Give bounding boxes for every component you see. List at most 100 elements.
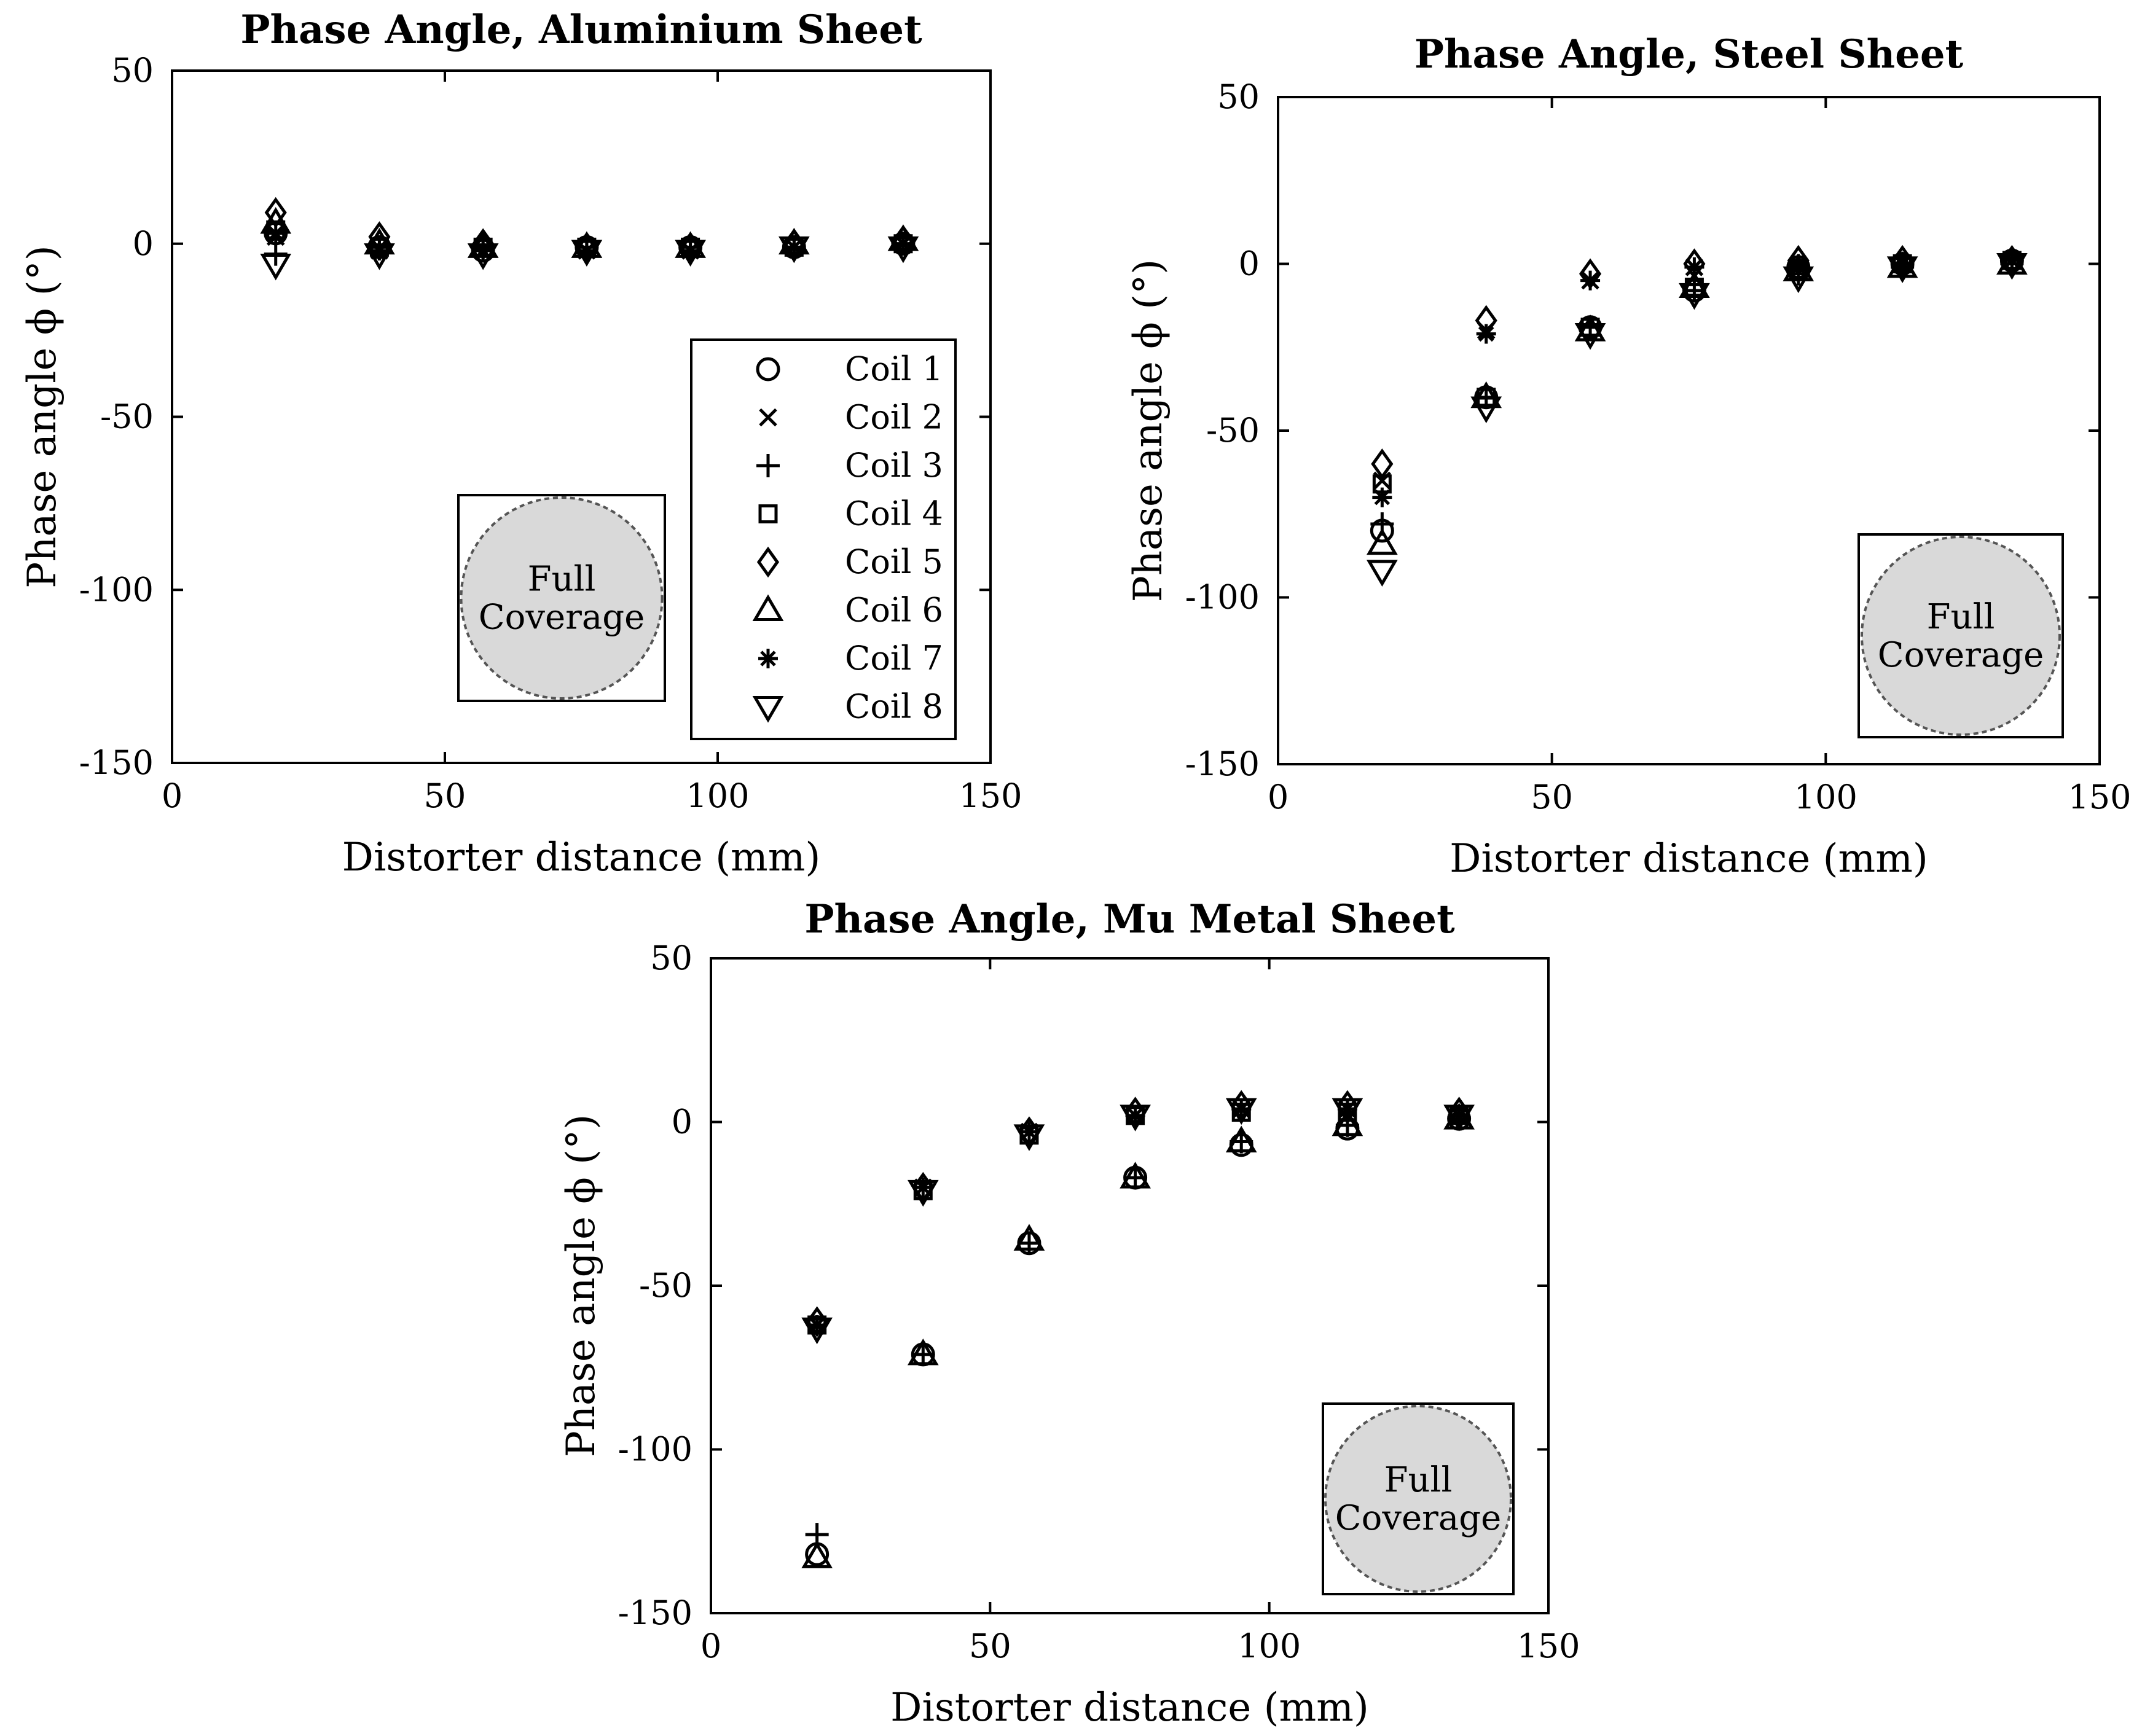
data-point — [784, 237, 804, 257]
series-coil-7 — [807, 1099, 1469, 1335]
data-point — [1470, 396, 1502, 423]
legend-marker — [758, 649, 778, 668]
data-point — [1019, 1122, 1039, 1142]
data-point — [265, 223, 286, 243]
data-point — [1013, 1124, 1045, 1151]
y-tick-label: -100 — [1185, 578, 1260, 617]
y-tick-label: 0 — [672, 1103, 692, 1141]
data-point — [576, 241, 597, 261]
data-point — [801, 1317, 833, 1345]
data-point — [907, 1179, 939, 1207]
inset-label-line1: Full — [1927, 597, 1995, 637]
data-point — [1574, 315, 1606, 342]
x-tick-label: 100 — [1794, 778, 1857, 816]
series-coil-7 — [1372, 251, 2022, 507]
legend-item: Coil 4 — [758, 495, 943, 533]
legend-marker — [756, 357, 780, 381]
inset-label-line2: Coverage — [1878, 635, 2044, 675]
data-point — [1231, 1099, 1252, 1119]
y-tick-label: -150 — [618, 1593, 692, 1632]
legend-marker — [756, 546, 780, 578]
y-tick-label: -100 — [79, 570, 154, 609]
legend-label: Coil 2 — [845, 398, 943, 437]
data-point — [1684, 257, 1704, 277]
legend-marker — [756, 454, 780, 477]
data-point — [1371, 448, 1394, 480]
legend-label: Coil 5 — [845, 542, 943, 581]
y-tick-label: -50 — [1206, 411, 1260, 450]
series-coil-8 — [1366, 253, 2028, 587]
data-point — [680, 241, 700, 261]
y-axis-label: Phase angle ϕ (°) — [20, 245, 65, 588]
legend-item: Coil 5 — [756, 542, 943, 581]
inset-label-line1: Full — [1384, 1460, 1453, 1500]
legend-label: Coil 3 — [845, 446, 943, 485]
x-tick-label: 150 — [959, 776, 1022, 815]
data-point — [675, 240, 706, 267]
x-tick-label: 100 — [1238, 1627, 1301, 1665]
legend-label: Coil 7 — [845, 639, 943, 678]
data-point — [1120, 1162, 1151, 1189]
data-point — [1893, 254, 1913, 274]
data-point — [1337, 1099, 1357, 1119]
x-tick-label: 50 — [424, 776, 466, 815]
y-axis-label: Phase angle ϕ (°) — [559, 1114, 604, 1457]
y-tick-label: -50 — [639, 1266, 692, 1305]
data-point — [1476, 324, 1496, 344]
y-tick-label: -150 — [79, 743, 154, 782]
y-tick-label: 0 — [1239, 244, 1260, 283]
x-tick-label: 150 — [2068, 778, 2131, 816]
data-point — [801, 1541, 833, 1568]
x-tick-label: 50 — [969, 1627, 1011, 1665]
x-tick-label: 100 — [686, 776, 749, 815]
data-point — [907, 1338, 939, 1366]
data-point — [369, 241, 390, 261]
x-axis-label: Distorter distance (mm) — [1449, 836, 1928, 882]
data-point — [1679, 283, 1710, 310]
coverage-circle — [1324, 1405, 1512, 1593]
series-coil-8 — [260, 236, 919, 281]
data-point — [1996, 253, 2028, 280]
legend-marker — [752, 696, 784, 723]
inset-box — [1322, 1402, 1515, 1595]
data-point — [1372, 487, 1392, 507]
x-axis-label: Distorter distance (mm) — [890, 1685, 1369, 1730]
inset-label-line1: Full — [528, 560, 596, 600]
legend-label: Coil 4 — [845, 495, 943, 533]
x-tick-label: 150 — [1516, 1627, 1580, 1665]
y-tick-label: 0 — [133, 224, 154, 263]
y-tick-label: -50 — [100, 397, 154, 436]
y-tick-label: -100 — [618, 1430, 692, 1469]
data-point — [1366, 560, 1398, 587]
y-tick-label: 50 — [650, 939, 692, 977]
y-tick-label: -150 — [1185, 745, 1260, 783]
data-point — [1449, 1105, 1469, 1125]
data-point — [807, 1315, 827, 1335]
legend-item: Coil 3 — [756, 446, 943, 485]
data-point — [1580, 270, 1601, 291]
data-point — [1120, 1105, 1151, 1132]
chart-steel: Phase Angle, Steel Sheet 0 50 100 150 50 0 -50 -… — [1126, 31, 2132, 882]
data-point — [364, 243, 395, 270]
chart-title: Phase Angle, Aluminium Sheet — [240, 7, 922, 53]
data-point — [778, 236, 810, 264]
data-point — [1788, 254, 1808, 274]
legend-marker — [758, 504, 778, 523]
data-point — [473, 241, 493, 261]
legend-label: Coil 6 — [845, 591, 943, 630]
x-tick-label: 0 — [162, 776, 182, 815]
series-coil-8 — [801, 1098, 1475, 1345]
legend-marker — [759, 408, 777, 427]
legend-label: Coil 8 — [845, 687, 943, 726]
data-point — [1332, 1098, 1363, 1125]
inset-label-line2: Coverage — [479, 598, 645, 638]
data-point — [1125, 1105, 1145, 1125]
x-tick-label: 0 — [1268, 778, 1289, 816]
data-point — [260, 254, 292, 281]
legend-item: Coil 6 — [752, 591, 943, 630]
chart-aluminium: Phase Angle, Aluminium Sheet 0 50 100 150 50 0… — [20, 7, 1022, 880]
